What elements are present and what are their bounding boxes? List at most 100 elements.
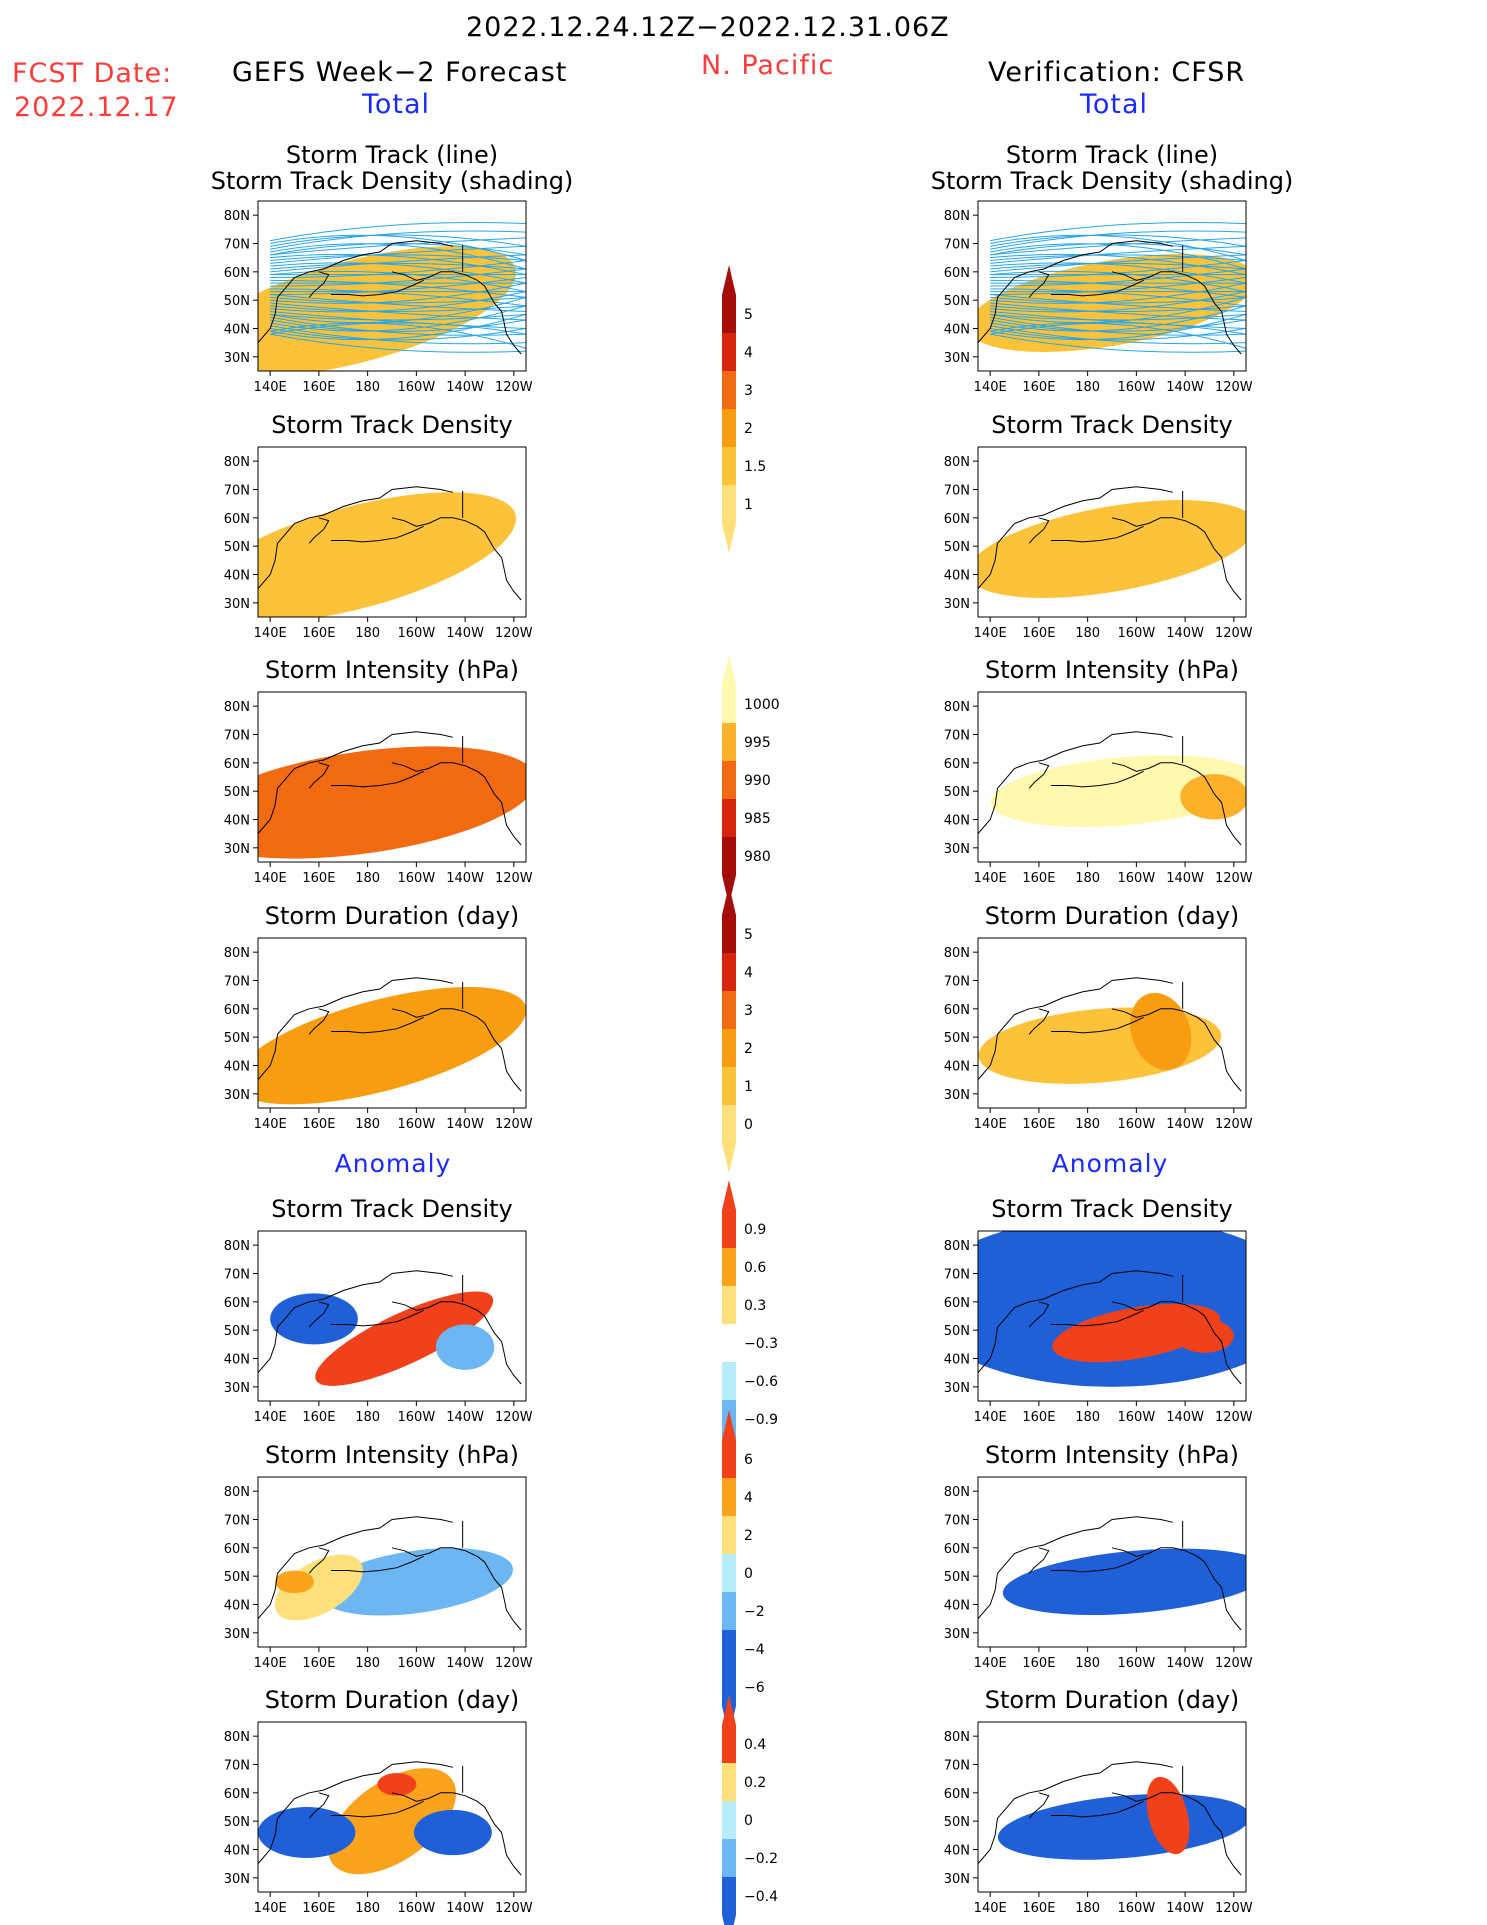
colorbar-segment [722,1554,736,1593]
x-tick-label: 160E [1022,1656,1055,1671]
colorbar-label: 980 [744,849,771,865]
coastline [978,977,1174,1081]
y-tick-label: 60N [224,1542,250,1557]
x-tick-label: 160W [398,1901,436,1916]
colorbar-label: 5 [744,927,753,943]
colorbar-label: 5 [744,307,753,323]
colorbar-label: −2 [744,1604,765,1620]
coastline [1051,1016,1144,1034]
panel-title: Storm Duration (day) [985,1686,1240,1714]
storm-track-line [270,282,526,304]
x-tick-label: 120W [495,380,533,395]
y-tick-label: 70N [944,975,970,990]
storm-track-line [990,268,1246,287]
y-tick-label: 70N [224,484,250,499]
map-frame [977,1230,1247,1402]
storm-track-line [270,260,526,278]
coastline [978,240,1174,344]
y-tick-label: 50N [224,1570,250,1585]
map-panel: 140E 160E 180 160W 140W 120W 80N 70N 60N 50N 40N 30… [224,902,533,1132]
colorbar-label: −0.9 [744,1412,778,1428]
fcst-date-value: 2022.12.17 [14,92,179,123]
x-tick-label: 160W [1118,871,1156,886]
colorbar-segment [722,485,736,524]
shaded-region [997,1793,1246,1860]
coastline [1111,517,1242,601]
x-tick-label: 160E [302,380,335,395]
y-tick-label: 50N [224,294,250,309]
storm-track-line [270,313,526,341]
map-panel: 140E 160E 180 160W 140W 120W 80N 70N 60N 50N 40N 30… [944,902,1253,1132]
coastline [978,1516,1174,1620]
x-tick-label: 140E [254,1656,287,1671]
storm-track-line [270,234,526,247]
colorbar-segment [722,1630,736,1669]
colorbar-segment [722,447,736,486]
colorbar-label: −4 [744,1642,765,1658]
y-tick-label: 70N [224,238,250,253]
storm-track-line [990,288,1246,307]
region-title: N. Pacific [701,50,835,81]
map-frame [257,200,527,372]
colorbar-duration-anom: 0.4 0.2 0 −0.2 −0.4 [722,1695,778,1925]
x-tick-label: 160E [1022,871,1055,886]
shaded-region [258,986,526,1105]
y-tick-label: 50N [944,1324,970,1339]
colorbar-arrow-bottom [722,1143,736,1173]
coastline [258,731,454,835]
colorbar-segment [722,1248,736,1287]
map-frame [257,937,527,1109]
colorbar-segment [722,953,736,992]
y-tick-label: 40N [224,1353,250,1368]
colorbar-label: 0.2 [744,1775,766,1791]
colorbar-segment [722,1877,736,1916]
x-tick-label: 160E [302,1901,335,1916]
x-tick-label: 120W [495,1656,533,1671]
shaded-region [327,1768,457,1875]
colorbar-segment [722,1362,736,1401]
x-tick-label: 160E [1022,1901,1055,1916]
x-tick-label: 160E [1022,1410,1055,1425]
colorbar-arrow-top [722,265,736,295]
colorbar-arrow-top [722,1410,736,1440]
shaded-region [258,746,526,859]
colorbar-label: 4 [744,965,753,981]
colorbar-label: 0 [744,1117,753,1133]
coastline [331,525,424,543]
y-tick-label: 40N [944,1844,970,1859]
coastline [978,1270,1174,1374]
x-tick-label: 160E [1022,380,1055,395]
x-tick-label: 180 [1075,1117,1100,1132]
storm-track-line [270,262,526,270]
storm-track-line [270,262,526,284]
y-tick-label: 60N [944,1787,970,1802]
y-tick-label: 40N [944,569,970,584]
coastline [308,1008,330,1035]
coastline [308,1547,330,1574]
panel-title: Storm Track Density (shading) [931,167,1294,195]
shaded-region [275,1570,315,1594]
colorbar-arrow-bottom [722,523,736,553]
colorbar-segment [722,685,736,724]
map-panel: 140E 160E 180 160W 140W 120W 80N 70N 60N 50N 40N 30… [211,141,574,395]
coastline [1051,525,1144,543]
coastline [1111,762,1242,846]
storm-track-line [270,254,526,261]
coastline [1051,1555,1144,1573]
x-tick-label: 160W [1118,1656,1156,1671]
panel-title: Storm Duration (day) [265,1686,520,1714]
x-tick-label: 120W [495,1410,533,1425]
storm-track-line [270,294,526,312]
coastline [391,1547,522,1631]
shaded-region [258,1807,356,1858]
y-tick-label: 50N [224,540,250,555]
panel-title: Storm Track Density (shading) [211,167,574,195]
x-tick-label: 160W [1118,626,1156,641]
storm-track-line [990,294,1246,312]
colorbar-label: 1 [744,1079,753,1095]
fcst-date-label: FCST Date: [12,58,173,89]
x-tick-label: 120W [495,1117,533,1132]
x-tick-label: 160W [398,626,436,641]
y-tick-label: 50N [224,1324,250,1339]
shaded-region [319,1548,513,1616]
